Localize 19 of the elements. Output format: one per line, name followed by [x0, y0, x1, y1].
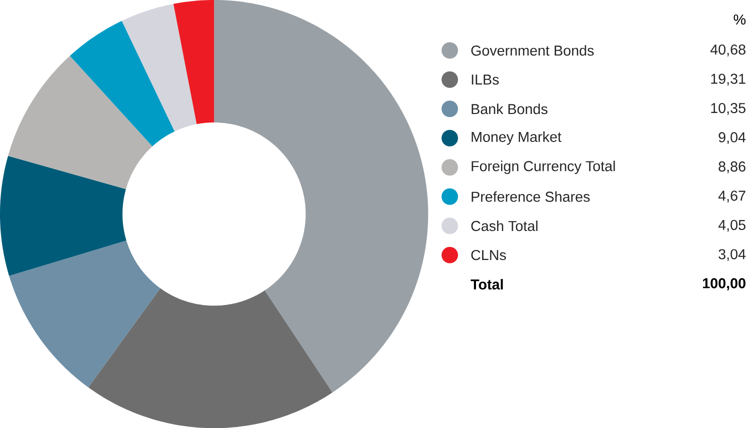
legend-label: Cash Total [471, 220, 538, 232]
data-label: 19,31 [711, 74, 746, 86]
data-label: 9,04 [718, 132, 746, 144]
data-label: 3,04 [718, 249, 746, 261]
legend-title: % [734, 14, 746, 24]
legend-label: CLNs [471, 250, 506, 260]
text: Total [470, 278, 503, 290]
data-label: 8,86 [718, 161, 746, 174]
legend-label: ILBs [472, 74, 499, 85]
text: 100,00 [703, 278, 746, 290]
legend-label: Preference Shares [472, 191, 590, 202]
legend-label: Government Bonds [471, 45, 594, 56]
data-label: 4,05 [718, 220, 746, 232]
legend-label: Bank Bonds [472, 104, 548, 114]
data-label: 4,67 [718, 190, 746, 202]
legend-label: Money Market [472, 131, 562, 145]
data-label: 10,35 [711, 102, 746, 115]
data-label: 40,68 [710, 44, 746, 56]
legend-label: Foreign Currency Total [472, 160, 615, 174]
